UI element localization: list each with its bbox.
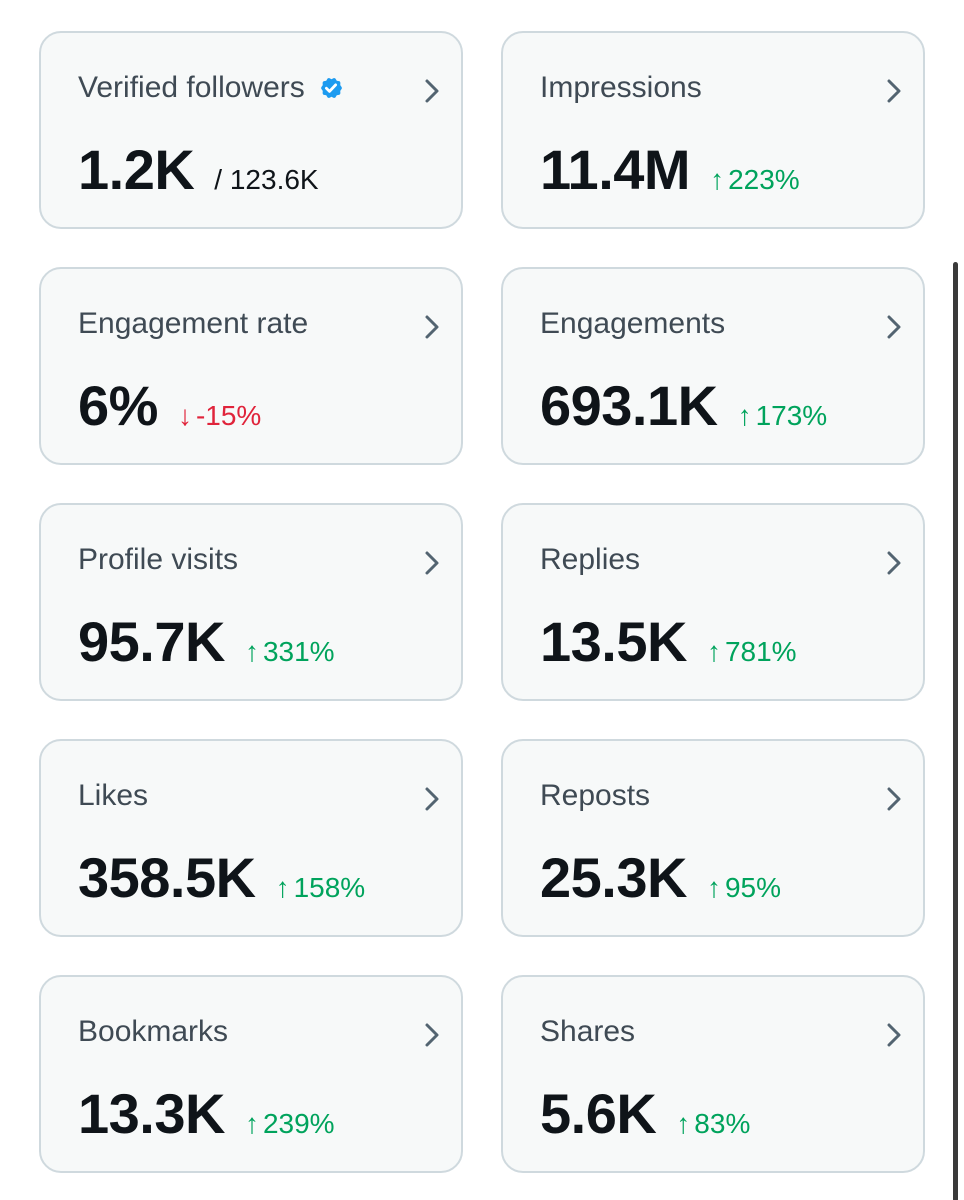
metric-value-row: 25.3K ↑ 95% [540, 845, 781, 910]
metric-card-profile-visits[interactable]: Profile visits 95.7K ↑ 331% [39, 503, 463, 701]
metric-label: Verified followers [78, 71, 346, 105]
metric-label: Impressions [540, 71, 702, 104]
metric-delta-value: 95% [724, 872, 781, 903]
metric-delta: ↓ -15% [178, 400, 261, 432]
metric-label: Reposts [540, 779, 651, 812]
metric-label: Engagements [540, 307, 726, 340]
scrollbar[interactable] [953, 262, 958, 1200]
metric-delta-value: -15% [195, 400, 262, 431]
arrow-up-icon: ↑ [676, 1108, 691, 1139]
verified-badge-icon [320, 78, 342, 98]
metric-value-row: 11.4M ↑ 223% [540, 137, 800, 202]
metric-value-row: 6% ↓ -15% [78, 373, 261, 438]
metric-delta: ↑ 173% [738, 400, 828, 432]
metric-label: Replies [540, 543, 641, 576]
metric-card-replies[interactable]: Replies 13.5K ↑ 781% [501, 503, 925, 701]
metric-delta-value: 223% [728, 164, 800, 195]
metric-delta-value: 83% [694, 1108, 751, 1139]
metric-label: Likes [78, 779, 149, 812]
metric-delta: ↑ 223% [710, 164, 800, 196]
arrow-up-icon: ↑ [244, 1108, 259, 1139]
metric-value: 13.3K [78, 1082, 225, 1145]
metric-card-bookmarks[interactable]: Bookmarks 13.3K ↑ 239% [39, 975, 463, 1173]
arrow-down-icon: ↓ [177, 400, 192, 431]
metric-card-verified-followers[interactable]: Verified followers 1.2K / 123.6K [39, 31, 463, 229]
metric-delta: ↑ 158% [276, 872, 366, 904]
metric-value: 693.1K [540, 374, 718, 437]
chevron-right-icon [887, 551, 901, 575]
metric-value-row: 13.3K ↑ 239% [78, 1081, 335, 1146]
metric-card-shares[interactable]: Shares 5.6K ↑ 83% [501, 975, 925, 1173]
arrow-up-icon: ↑ [737, 400, 752, 431]
metric-card-engagement-rate[interactable]: Engagement rate 6% ↓ -15% [39, 267, 463, 465]
arrow-up-icon: ↑ [275, 872, 290, 903]
metric-label: Engagement rate [78, 307, 309, 340]
metric-delta: ↑ 239% [245, 1108, 335, 1140]
metric-delta: ↑ 83% [676, 1108, 750, 1140]
metric-label: Profile visits [78, 543, 239, 576]
chevron-right-icon [887, 1023, 901, 1047]
metric-delta-value: 331% [262, 636, 335, 667]
metric-value: 13.5K [540, 610, 687, 673]
metric-value: 358.5K [78, 846, 256, 909]
metric-total: / 123.6K [214, 164, 319, 195]
metric-card-likes[interactable]: Likes 358.5K ↑ 158% [39, 739, 463, 937]
chevron-right-icon [887, 79, 901, 103]
chevron-right-icon [887, 315, 901, 339]
metric-delta: ↑ 95% [707, 872, 781, 904]
metric-value: 11.4M [540, 138, 691, 201]
arrow-up-icon: ↑ [706, 636, 721, 667]
metric-delta-value: 781% [724, 636, 797, 667]
metric-label: Shares [540, 1015, 636, 1048]
metric-value: 1.2K [78, 138, 195, 201]
metric-delta: ↑ 781% [707, 636, 797, 668]
metric-value-row: 693.1K ↑ 173% [540, 373, 827, 438]
metric-card-reposts[interactable]: Reposts 25.3K ↑ 95% [501, 739, 925, 937]
metric-delta-value: 173% [755, 400, 828, 431]
chevron-right-icon [887, 787, 901, 811]
metric-value-row: 95.7K ↑ 331% [78, 609, 335, 674]
metric-value: 25.3K [540, 846, 687, 909]
metrics-grid: Verified followers 1.2K / 123.6K Impress… [39, 31, 925, 1173]
chevron-right-icon [425, 787, 439, 811]
metric-label-text: Verified followers [78, 71, 305, 104]
chevron-right-icon [425, 551, 439, 575]
metric-value: 5.6K [540, 1082, 657, 1145]
metric-value-row: 1.2K / 123.6K [78, 137, 319, 202]
metric-value-row: 358.5K ↑ 158% [78, 845, 365, 910]
metric-value-row: 5.6K ↑ 83% [540, 1081, 750, 1146]
chevron-right-icon [425, 79, 439, 103]
metric-card-impressions[interactable]: Impressions 11.4M ↑ 223% [501, 31, 925, 229]
metric-value: 95.7K [78, 610, 225, 673]
arrow-up-icon: ↑ [706, 872, 721, 903]
chevron-right-icon [425, 315, 439, 339]
metric-delta-value: 158% [293, 872, 366, 903]
metric-label: Bookmarks [78, 1015, 229, 1048]
arrow-up-icon: ↑ [244, 636, 259, 667]
chevron-right-icon [425, 1023, 439, 1047]
metric-card-engagements[interactable]: Engagements 693.1K ↑ 173% [501, 267, 925, 465]
metric-value-row: 13.5K ↑ 781% [540, 609, 797, 674]
arrow-up-icon: ↑ [710, 164, 725, 195]
metric-value: 6% [78, 374, 158, 437]
metric-delta: ↑ 331% [245, 636, 335, 668]
metric-delta-value: 239% [262, 1108, 335, 1139]
